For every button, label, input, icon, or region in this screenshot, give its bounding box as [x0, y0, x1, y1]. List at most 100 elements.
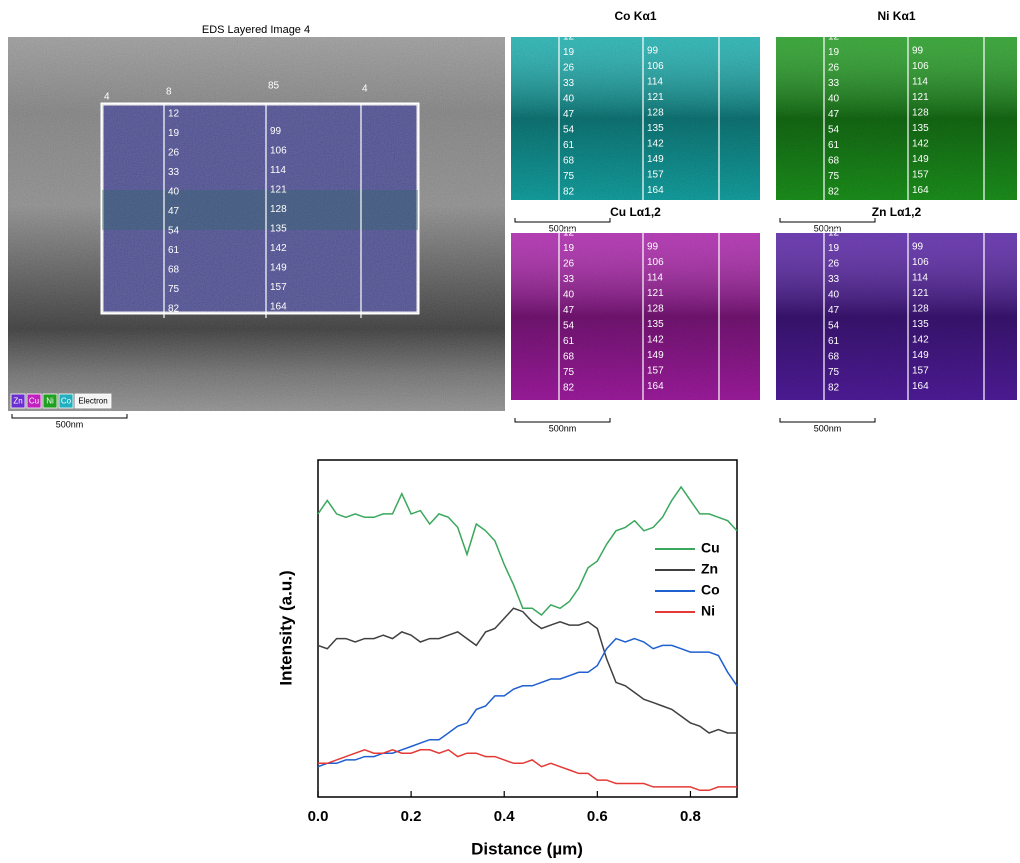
scan-marker: 12 [563, 228, 575, 239]
scan-marker: 99 [647, 46, 659, 57]
scan-marker: 68 [168, 265, 180, 276]
map-title: Ni Kα1 [877, 9, 915, 23]
x-tick-label: 0.2 [401, 808, 422, 825]
scan-marker: 128 [647, 108, 664, 119]
scan-marker: 68 [563, 352, 575, 363]
x-tick-label: 0.6 [587, 808, 608, 825]
map-band [511, 37, 760, 200]
layer-chip [26, 393, 42, 409]
legend-label: Ni [701, 603, 715, 619]
scan-marker: 47 [563, 305, 575, 316]
scan-marker: 82 [563, 187, 575, 198]
x-tick-label: 0.0 [308, 808, 329, 825]
scan-marker: 114 [270, 165, 286, 176]
scan-marker: 19 [168, 128, 180, 139]
scan-marker: 26 [828, 63, 840, 74]
scan-marker: 149 [912, 350, 929, 361]
scan-marker: 164 [912, 381, 929, 392]
line-end-label: 85 [268, 81, 280, 92]
scan-marker: 142 [647, 335, 664, 346]
scan-marker: 114 [912, 273, 928, 284]
scan-marker: 114 [647, 77, 663, 88]
map-band [511, 233, 760, 400]
scan-marker: 47 [168, 206, 180, 217]
scan-marker: 12 [563, 32, 575, 43]
scan-marker: 142 [647, 139, 664, 150]
scan-marker: 19 [563, 47, 575, 58]
layer-chip-label: Co [61, 397, 72, 406]
line-end-label: 4 [362, 84, 368, 95]
scan-marker: 164 [912, 185, 929, 196]
scan-marker: 75 [828, 171, 840, 182]
legend-label: Zn [701, 561, 718, 577]
legend-label: Cu [701, 540, 720, 556]
scan-marker: 12 [168, 109, 180, 120]
scan-marker: 26 [828, 259, 840, 270]
scan-marker: 19 [563, 243, 575, 254]
scan-marker: 26 [563, 63, 575, 74]
scan-marker: 61 [828, 140, 840, 151]
scan-marker: 121 [647, 92, 664, 103]
scale-bar [514, 218, 611, 223]
scale-bar-label: 500nm [814, 423, 842, 433]
scale-bar-label: 500nm [549, 223, 577, 233]
layer-chip-label: Electron [78, 397, 107, 406]
scan-marker: 149 [270, 263, 287, 274]
overlay-texture [102, 104, 418, 313]
scan-marker: 75 [563, 367, 575, 378]
scan-marker: 33 [828, 78, 840, 89]
scan-marker: 128 [912, 108, 929, 119]
scan-marker: 99 [270, 126, 282, 137]
scan-marker: 33 [563, 274, 575, 285]
scan-marker: 157 [647, 170, 664, 181]
layer-chip [74, 393, 112, 409]
scan-marker: 114 [912, 77, 928, 88]
scan-marker: 54 [563, 125, 575, 136]
scan-marker: 135 [912, 319, 929, 330]
scale-bar-label: 500nm [814, 223, 842, 233]
scan-marker: 99 [647, 242, 659, 253]
scan-marker: 121 [647, 288, 664, 299]
scan-marker: 121 [270, 185, 287, 196]
scan-marker: 157 [912, 366, 929, 377]
scan-marker: 99 [912, 242, 924, 253]
scan-marker: 40 [168, 187, 180, 198]
scan-marker: 33 [828, 274, 840, 285]
eds-title: EDS Layered Image 4 [202, 24, 310, 36]
scale-bar [514, 418, 611, 423]
scan-marker: 149 [647, 154, 664, 165]
data-line [317, 485, 738, 616]
data-line [317, 637, 738, 768]
scan-marker: 40 [828, 290, 840, 301]
scan-marker: 82 [563, 383, 575, 394]
layer-chip-label: Ni [46, 397, 54, 406]
data-line [318, 748, 737, 792]
scan-marker: 54 [828, 321, 840, 332]
scan-marker: 164 [647, 381, 664, 392]
scan-marker: 164 [270, 302, 287, 313]
scan-marker: 135 [647, 123, 664, 134]
scan-marker: 142 [912, 139, 929, 150]
scan-marker: 106 [647, 61, 664, 72]
scan-marker: 40 [563, 290, 575, 301]
scan-marker: 149 [912, 154, 929, 165]
scan-marker: 128 [270, 204, 287, 215]
scan-marker: 128 [912, 304, 929, 315]
x-axis-label: Distance (µm) [471, 839, 583, 858]
line-chart: Distance (µm) Intensity (a.u.) 0.0 0.2 0.4… [276, 459, 738, 858]
line-end-label: 4 [104, 92, 110, 103]
scan-marker: 61 [563, 336, 575, 347]
scan-marker: 157 [912, 170, 929, 181]
scan-marker: 82 [168, 304, 180, 315]
layer-chip [58, 393, 74, 409]
scan-marker: 19 [828, 47, 840, 58]
scan-marker: 135 [270, 224, 287, 235]
scan-marker: 135 [912, 123, 929, 134]
scan-marker: 54 [828, 125, 840, 136]
scan-marker: 157 [270, 282, 287, 293]
scan-marker: 61 [563, 140, 575, 151]
scan-marker: 12 [828, 32, 840, 43]
scan-marker: 149 [647, 350, 664, 361]
scale-bar [779, 218, 876, 223]
scan-marker: 82 [828, 383, 840, 394]
